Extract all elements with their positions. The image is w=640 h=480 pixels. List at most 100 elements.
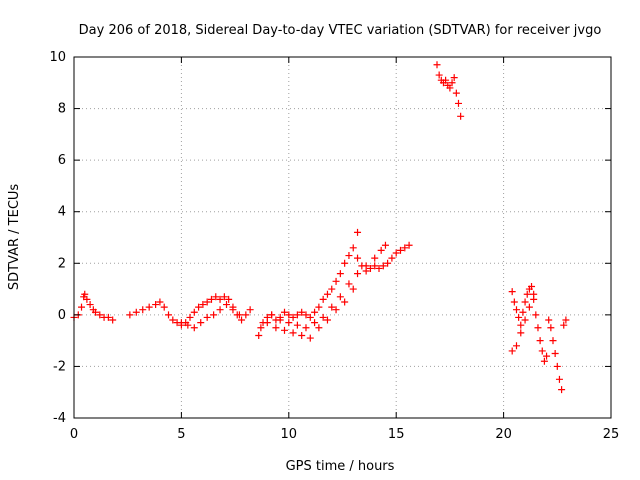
data-point [190, 308, 198, 316]
data-point [289, 313, 297, 321]
y-tick-label: 4 [58, 205, 66, 220]
data-point [551, 350, 559, 358]
y-tick-label: -4 [53, 411, 66, 426]
data-point [519, 308, 527, 316]
data-point [81, 290, 89, 298]
data-point [450, 74, 458, 82]
data-point [446, 84, 454, 92]
data-point [104, 313, 112, 321]
data-point [302, 324, 310, 332]
data-point [210, 311, 218, 319]
data-point [281, 326, 289, 334]
data-point [332, 306, 340, 314]
data-point [83, 295, 91, 303]
data-point [560, 321, 568, 329]
data-point [285, 319, 293, 327]
x-axis-label: GPS time / hours [286, 459, 395, 474]
data-point [345, 280, 353, 288]
x-tick-label: 0 [70, 427, 78, 442]
data-point [212, 293, 220, 301]
data-point [547, 324, 555, 332]
data-point [523, 290, 531, 298]
y-tick-label: 8 [58, 102, 66, 117]
x-tick-label: 10 [281, 427, 298, 442]
data-point [229, 306, 237, 314]
data-point [433, 61, 441, 69]
y-tick-label: 10 [49, 50, 66, 65]
data-point [528, 282, 536, 290]
data-point [349, 285, 357, 293]
y-tick-label: 0 [58, 308, 66, 323]
data-point [263, 319, 271, 327]
data-point [255, 331, 263, 339]
data-point [207, 295, 215, 303]
data-point [152, 301, 160, 309]
data-point [220, 293, 228, 301]
data-point [517, 329, 525, 337]
data-point [536, 337, 544, 345]
data-point [276, 316, 284, 324]
data-point [225, 295, 233, 303]
data-point [285, 311, 293, 319]
data-point [293, 321, 301, 329]
data-point [555, 375, 563, 383]
data-point [401, 244, 409, 252]
data-point [109, 316, 117, 324]
data-point [452, 89, 460, 97]
data-point [298, 331, 306, 339]
data-point [512, 342, 520, 350]
data-point [323, 290, 331, 298]
data-point [354, 228, 362, 236]
data-point [354, 254, 362, 262]
data-point [184, 321, 192, 329]
plot-frame [73, 56, 612, 419]
data-point [145, 303, 153, 311]
data-point [78, 303, 86, 311]
data-point [508, 288, 516, 296]
data-point [530, 290, 538, 298]
data-point [375, 264, 383, 272]
data-point [362, 262, 370, 270]
data-point [371, 254, 379, 262]
x-tick-label: 5 [177, 427, 185, 442]
data-point [203, 298, 211, 306]
data-point [223, 301, 231, 309]
data-point [132, 308, 140, 316]
data-point [562, 316, 570, 324]
data-point [281, 308, 289, 316]
data-point [96, 311, 104, 319]
data-point [306, 334, 314, 342]
data-point [532, 311, 540, 319]
data-point [328, 303, 336, 311]
data-point [315, 324, 323, 332]
data-point [246, 306, 254, 314]
data-point [405, 241, 413, 249]
y-tick-label: -2 [53, 359, 66, 374]
x-tick-label: 15 [388, 427, 405, 442]
data-point [336, 293, 344, 301]
data-point [319, 313, 327, 321]
data-point [169, 316, 177, 324]
data-point [435, 71, 443, 79]
data-point [323, 316, 331, 324]
data-point [190, 324, 198, 332]
data-point [195, 303, 203, 311]
data-point [315, 303, 323, 311]
data-point [349, 244, 357, 252]
data-point [381, 241, 389, 249]
data-point [525, 303, 533, 311]
data-point [558, 386, 566, 394]
data-point [512, 306, 520, 314]
data-point [510, 298, 518, 306]
x-tick-label: 25 [603, 427, 620, 442]
data-point [257, 324, 265, 332]
data-point [448, 79, 456, 87]
data-point [457, 112, 465, 120]
data-point [540, 357, 548, 365]
data-point [517, 321, 525, 329]
data-point [515, 313, 523, 321]
data-point [268, 311, 276, 319]
data-point [91, 308, 99, 316]
data-point [384, 259, 392, 267]
data-point [366, 264, 374, 272]
